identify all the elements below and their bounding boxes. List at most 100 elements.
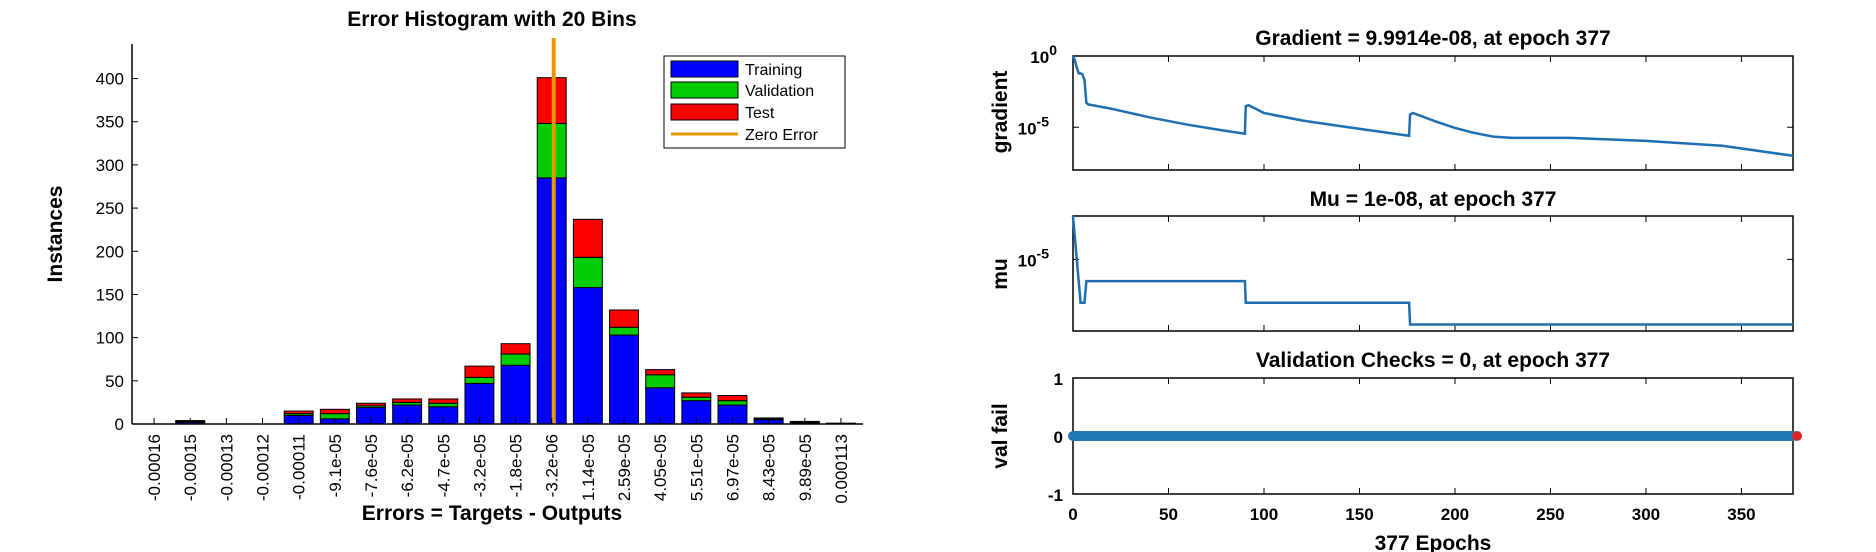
val-xtick-label: 350 bbox=[1727, 505, 1755, 524]
hist-xtick-label: -0.00015 bbox=[181, 434, 200, 501]
hist-xtick-label: -4.7e-05 bbox=[434, 434, 453, 497]
hist-xtick-label: 9.89e-05 bbox=[796, 434, 815, 501]
log-ytick-exponent: 0 bbox=[1049, 42, 1057, 58]
hist-bar-test bbox=[392, 398, 423, 403]
hist-bar-test bbox=[681, 392, 712, 398]
legend-label-training: Training bbox=[745, 62, 802, 79]
val-xtick-label: 0 bbox=[1068, 505, 1077, 524]
hist-ytick-label: 200 bbox=[96, 242, 124, 261]
hist-xtick-label: 5.51e-05 bbox=[687, 434, 706, 501]
hist-ytick-label: 100 bbox=[96, 329, 124, 348]
hist-bar-test bbox=[609, 309, 639, 328]
log-ytick-base: 10 bbox=[1018, 251, 1037, 270]
hist-xtick-label: 0.000113 bbox=[832, 434, 851, 504]
hist-bar-training bbox=[500, 364, 531, 425]
histogram-ylabel: Instances bbox=[44, 186, 67, 283]
hist-xtick-label: -0.00013 bbox=[217, 434, 236, 501]
legend-label-test: Test bbox=[745, 105, 775, 122]
hist-xtick-label: -7.6e-05 bbox=[362, 434, 381, 497]
hist-bar-validation bbox=[500, 353, 531, 366]
hist-ytick-label: 0 bbox=[115, 415, 124, 434]
hist-bar-validation bbox=[428, 402, 459, 408]
log-ytick-exponent: -5 bbox=[1037, 113, 1050, 129]
hist-xtick-label: -9.1e-05 bbox=[326, 434, 345, 497]
validation-end-marker bbox=[1792, 431, 1802, 441]
hist-bar-test bbox=[500, 343, 531, 355]
mu-plot-box bbox=[1072, 215, 1794, 332]
hist-xtick-label: -3.2e-05 bbox=[470, 434, 489, 497]
hist-xtick-label: -1.8e-05 bbox=[507, 434, 526, 497]
gradient-ylabel: gradient bbox=[989, 71, 1012, 154]
histogram-xlabel: Errors = Targets - Outputs bbox=[362, 502, 622, 525]
hist-bar-validation bbox=[572, 256, 603, 289]
legend-label-zero-error: Zero Error bbox=[745, 127, 819, 144]
val-xtick-label: 150 bbox=[1345, 505, 1373, 524]
validation-title: Validation Checks = 0, at epoch 377 bbox=[1256, 349, 1610, 372]
log-ytick-label: 10-5 bbox=[1018, 113, 1050, 138]
hist-bar-test bbox=[283, 410, 314, 415]
val-ytick-label: 0 bbox=[1054, 428, 1063, 447]
error-histogram: Error Histogram with 20 Bins 0 50 100 150 20… bbox=[44, 8, 863, 525]
hist-ytick-label: 400 bbox=[96, 70, 124, 89]
validation-panel: Validation Checks = 0, at epoch 377 -1 0 1… bbox=[989, 349, 1802, 552]
mu-ylabel: mu bbox=[989, 258, 1012, 290]
log-ytick-label: 10-5 bbox=[1018, 245, 1050, 270]
hist-bar-training bbox=[572, 287, 603, 425]
hist-xtick-label: -6.2e-05 bbox=[398, 434, 417, 497]
legend-swatch-training bbox=[670, 60, 739, 78]
hist-ytick-label: 150 bbox=[96, 285, 124, 304]
log-ytick-label: 100 bbox=[1030, 42, 1057, 67]
gradient-line bbox=[1071, 55, 1794, 158]
val-xtick-label: 200 bbox=[1441, 505, 1469, 524]
hist-bar-validation bbox=[645, 374, 676, 389]
hist-bar-validation bbox=[717, 400, 748, 406]
hist-bar-validation bbox=[681, 396, 712, 402]
histogram-legend: Training Validation Test Zero Error bbox=[663, 55, 846, 149]
val-xtick-label: 300 bbox=[1632, 505, 1660, 524]
val-ytick-label: -1 bbox=[1048, 486, 1063, 505]
hist-xtick-label: 1.14e-05 bbox=[579, 434, 598, 501]
val-xtick-label: 250 bbox=[1536, 505, 1564, 524]
hist-xtick-label: 4.05e-05 bbox=[651, 434, 670, 501]
hist-ytick-label: 250 bbox=[96, 199, 124, 218]
epochs-xlabel: 377 Epochs bbox=[1375, 532, 1492, 552]
hist-xtick-label: 2.59e-05 bbox=[615, 434, 634, 501]
hist-bar-test bbox=[428, 398, 459, 404]
hist-bar-training bbox=[464, 382, 495, 425]
log-ytick-base: 10 bbox=[1030, 48, 1049, 67]
mu-title: Mu = 1e-08, at epoch 377 bbox=[1310, 188, 1557, 211]
val-xtick-label: 50 bbox=[1159, 505, 1178, 524]
validation-ylabel: val fail bbox=[989, 403, 1012, 468]
hist-ytick-label: 300 bbox=[96, 156, 124, 175]
legend-label-validation: Validation bbox=[745, 83, 814, 100]
hist-bar-test bbox=[717, 395, 748, 402]
hist-ytick-label: 350 bbox=[96, 113, 124, 132]
hist-xtick-label: -0.00016 bbox=[145, 434, 164, 501]
gradient-plot-box bbox=[1072, 55, 1794, 171]
hist-xtick-label: -0.00012 bbox=[254, 434, 273, 501]
legend-swatch-validation bbox=[670, 81, 739, 99]
hist-bar-training bbox=[609, 334, 639, 425]
hist-bar-validation bbox=[609, 326, 639, 336]
hist-bar-test bbox=[572, 218, 603, 258]
hist-xtick-label: 8.43e-05 bbox=[760, 434, 779, 501]
hist-xtick-label: 6.97e-05 bbox=[723, 434, 742, 501]
hist-bar-training bbox=[645, 387, 676, 425]
hist-bar-validation bbox=[464, 376, 495, 384]
histogram-title: Error Histogram with 20 Bins bbox=[347, 8, 636, 31]
mu-line bbox=[1071, 215, 1793, 326]
hist-xtick-label: -3.2e-06 bbox=[543, 434, 562, 497]
legend-swatch-test bbox=[670, 103, 739, 121]
val-ytick-label: 1 bbox=[1054, 370, 1063, 389]
gradient-panel: Gradient = 9.9914e-08, at epoch 377 1001… bbox=[989, 27, 1794, 171]
hist-ytick-label: 50 bbox=[105, 372, 124, 391]
mu-panel: Mu = 1e-08, at epoch 377 10-5 mu bbox=[989, 188, 1794, 332]
hist-xtick-label: -0.00011 bbox=[290, 434, 309, 500]
hist-bar-test bbox=[319, 408, 350, 415]
log-ytick-base: 10 bbox=[1018, 119, 1037, 138]
log-ytick-exponent: -5 bbox=[1037, 245, 1050, 261]
hist-bar-test bbox=[464, 365, 495, 378]
gradient-title: Gradient = 9.9914e-08, at epoch 377 bbox=[1255, 27, 1610, 50]
hist-bar-test bbox=[356, 402, 386, 407]
